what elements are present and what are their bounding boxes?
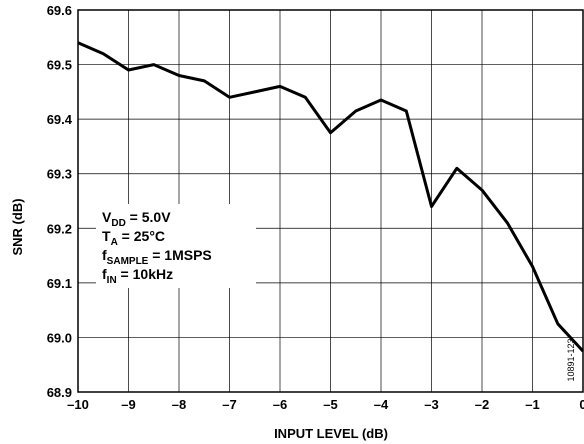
y-tick-label: 69.4 [47, 112, 73, 127]
x-tick-label: –4 [374, 397, 389, 412]
y-tick-label: 68.9 [47, 385, 72, 400]
x-tick-label: –1 [525, 397, 539, 412]
y-axis-label: SNR (dB) [10, 198, 25, 255]
tick-labels: –10 –9 –8 –7 –6 –5 –4 –3 –2 –1 068.969.069.169.269… [47, 3, 584, 412]
annotation-line-fin: fIN = 10kHz [102, 266, 173, 286]
x-tick-label: –10 [67, 397, 89, 412]
x-tick-label: –8 [172, 397, 186, 412]
x-tick-label: 0 [579, 397, 584, 412]
x-tick-label: –7 [222, 397, 236, 412]
figure-id: 10891-123 [566, 338, 576, 381]
y-tick-label: 69.1 [47, 276, 72, 291]
conditions-annotation: VDD = 5.0V TA = 25°C fSAMPLE = 1MSPS fIN… [96, 204, 256, 288]
annotation-line-ta: TA = 25°C [102, 228, 165, 248]
x-tick-label: –9 [121, 397, 135, 412]
x-tick-label: –5 [323, 397, 337, 412]
series-line [77, 41, 584, 353]
y-tick-label: 69.3 [47, 167, 72, 182]
annotation-line-fsample: fSAMPLE = 1MSPS [102, 247, 212, 267]
x-tick-label: –3 [424, 397, 438, 412]
annotation-background [96, 204, 256, 288]
annotation-line-vdd: VDD = 5.0V [102, 209, 171, 229]
y-tick-label: 69.6 [47, 3, 72, 18]
x-tick-label: –6 [273, 397, 287, 412]
x-axis-label: INPUT LEVEL (dB) [274, 426, 388, 441]
grid-lines [78, 10, 583, 392]
y-tick-label: 69.2 [47, 221, 72, 236]
x-tick-label: –2 [475, 397, 489, 412]
y-tick-label: 69.5 [47, 58, 72, 73]
y-tick-label: 69.0 [47, 330, 72, 345]
plot-frame [77, 9, 584, 393]
